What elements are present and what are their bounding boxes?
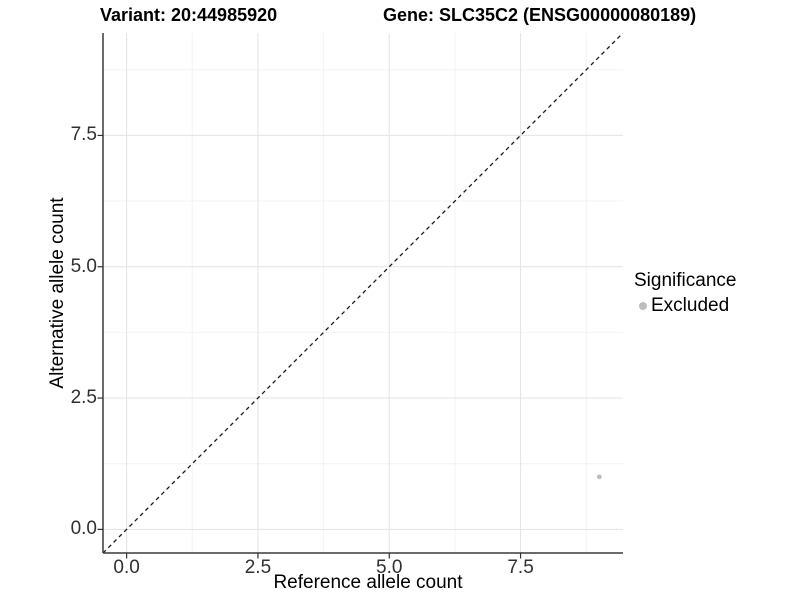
legend: Significance Excluded: [634, 270, 736, 317]
variant-title: Variant: 20:44985920: [100, 5, 278, 25]
x-axis-label: Reference allele count: [273, 572, 463, 593]
gene-title: Gene: SLC35C2 (ENSG00000080189): [383, 5, 697, 25]
legend-item-label: Excluded: [651, 295, 730, 316]
x-tick-label: 2.5: [244, 557, 272, 578]
y-tick-label: 5.0: [70, 255, 97, 277]
axis-lines: [102, 33, 623, 554]
y-tick-label: 7.5: [70, 124, 97, 146]
y-tick-label: 0.0: [70, 518, 97, 540]
identity-dashed-line: [103, 33, 623, 553]
grid-minor-lines: [103, 33, 623, 553]
y-axis-label: Alternative allele count: [47, 197, 68, 389]
data-points: [596, 474, 602, 480]
axis-tick-marks: [97, 134, 522, 559]
excluded-point-icon: [639, 302, 647, 310]
legend-item-excluded: Excluded: [639, 295, 736, 317]
x-tick-label: 5.0: [376, 557, 403, 578]
x-tick-label: 7.5: [507, 557, 534, 578]
x-tick-label: 0.0: [113, 557, 140, 578]
grid-major-lines: [103, 33, 623, 553]
legend-title: Significance: [634, 270, 737, 291]
y-tick-label: 2.5: [70, 387, 97, 409]
